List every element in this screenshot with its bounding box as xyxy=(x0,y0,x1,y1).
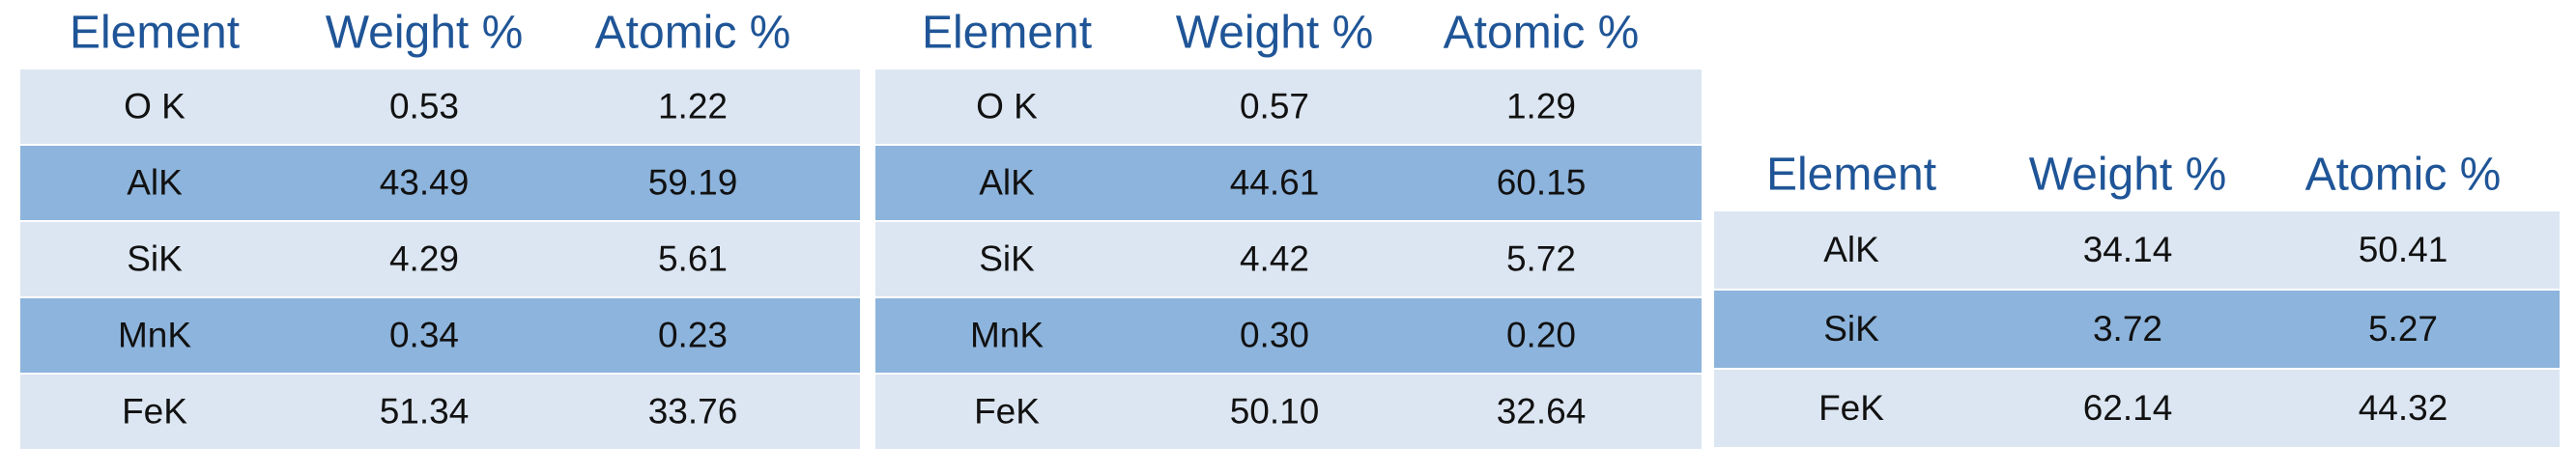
table-cell: MnK xyxy=(118,315,191,354)
table-cell: FeK xyxy=(122,391,187,431)
table-cell: SiK xyxy=(1823,309,1879,349)
column-header: Weight % xyxy=(2029,150,2227,201)
column-header: Weight % xyxy=(326,8,524,59)
table-cell: 51.34 xyxy=(380,391,470,431)
table-cell: 43.49 xyxy=(380,162,470,202)
table-cell: SiK xyxy=(979,238,1035,278)
table-cell: 0.30 xyxy=(1240,315,1309,354)
table-row xyxy=(873,220,1703,298)
column-header: Atomic % xyxy=(1444,8,1640,59)
table-cell: 4.29 xyxy=(389,238,459,278)
table-row xyxy=(18,220,862,298)
table-row xyxy=(18,373,862,451)
table-cell: 44.61 xyxy=(1230,162,1320,202)
table-cell: FeK xyxy=(974,391,1040,431)
table-cell: 59.19 xyxy=(648,162,738,202)
table-cell: O K xyxy=(124,86,186,125)
column-header: Atomic % xyxy=(2305,150,2502,201)
table-cell: AlK xyxy=(979,162,1035,202)
table-cell: O K xyxy=(976,86,1038,125)
table-cell: 1.29 xyxy=(1506,86,1576,125)
table-cell: SiK xyxy=(127,238,183,278)
table-cell: 5.72 xyxy=(1506,238,1576,278)
table-row xyxy=(18,296,862,375)
table-cell: 62.14 xyxy=(2083,388,2173,428)
table-row xyxy=(18,68,862,146)
column-header: Atomic % xyxy=(595,8,791,59)
table-cell: MnK xyxy=(970,315,1044,354)
table-cell: 34.14 xyxy=(2083,230,2173,269)
table-cell: 44.32 xyxy=(2359,388,2448,428)
table-cell: FeK xyxy=(1818,388,1884,428)
table-row xyxy=(1712,289,2562,370)
column-header: Element xyxy=(70,8,240,59)
table-cell: AlK xyxy=(1823,230,1879,269)
table-cell: 1.22 xyxy=(658,86,728,125)
table-row xyxy=(18,144,862,222)
table-cell: 0.20 xyxy=(1506,315,1576,354)
column-header: Element xyxy=(922,8,1092,59)
table-cell: 50.41 xyxy=(2359,230,2448,269)
table-row xyxy=(873,373,1703,451)
column-header: Weight % xyxy=(1176,8,1374,59)
column-header: Element xyxy=(1766,150,1936,201)
table-cell: 50.10 xyxy=(1230,391,1320,431)
table-cell: 0.53 xyxy=(389,86,459,125)
table-cell: 0.23 xyxy=(658,315,728,354)
table-cell: 0.57 xyxy=(1240,86,1309,125)
table-cell: 33.76 xyxy=(648,391,738,431)
table-cell: 3.72 xyxy=(2093,309,2162,349)
table-cell: 5.61 xyxy=(658,238,728,278)
table-cell: 5.27 xyxy=(2368,309,2438,349)
table-cell: 60.15 xyxy=(1497,162,1587,202)
table-row xyxy=(1712,209,2562,291)
table-row xyxy=(873,68,1703,146)
table-cell: 0.34 xyxy=(389,315,459,354)
table-cell: 32.64 xyxy=(1497,391,1587,431)
table-row xyxy=(1712,368,2562,449)
table-cell: 4.42 xyxy=(1240,238,1309,278)
table-cell: AlK xyxy=(127,162,183,202)
